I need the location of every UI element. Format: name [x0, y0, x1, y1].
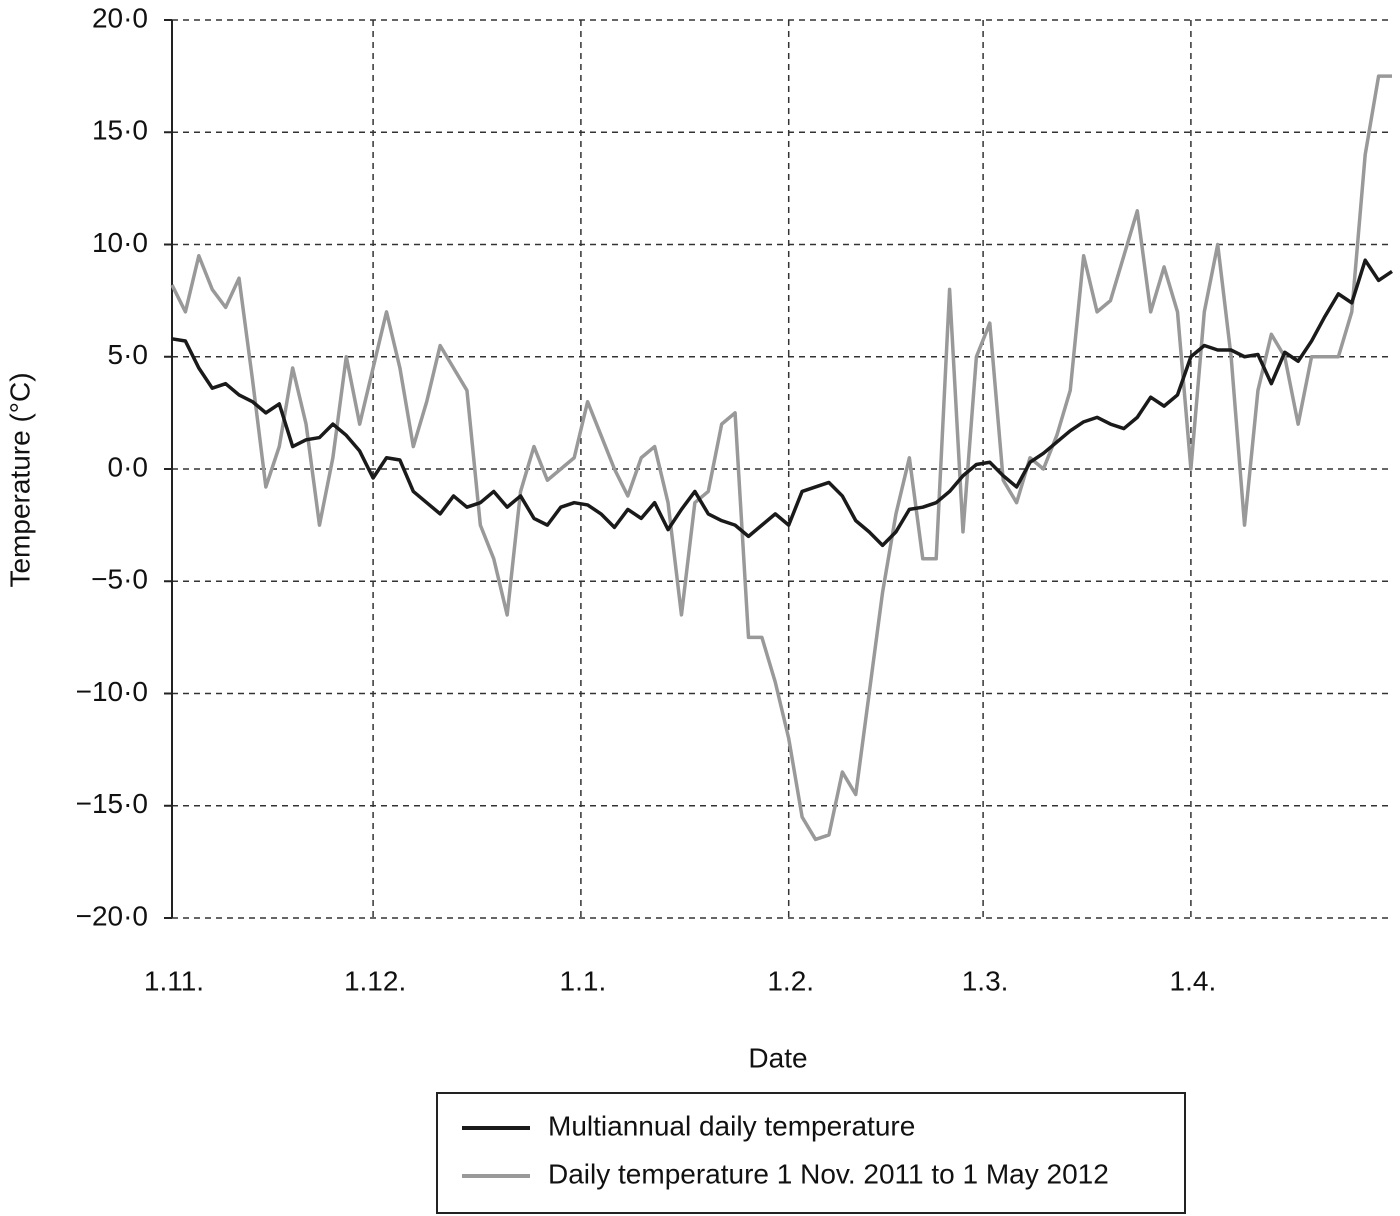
y-axis-label: Temperature (°C)	[4, 372, 35, 587]
x-tick-label: 1.12.	[344, 965, 406, 996]
y-tick-label: 5·0	[108, 339, 148, 370]
y-tick-label: 10·0	[92, 227, 148, 258]
y-tick-label: 15·0	[92, 115, 148, 146]
legend-label: Multiannual daily temperature	[548, 1110, 915, 1141]
y-tick-label: −20·0	[76, 900, 148, 931]
x-tick-label: 1.3.	[962, 965, 1009, 996]
x-tick-label: 1.11.	[144, 965, 204, 996]
x-axis-label: Date	[748, 1042, 807, 1073]
x-tick-label: 1.2.	[767, 965, 814, 996]
series-line	[170, 74, 1392, 842]
legend-label: Daily temperature 1 Nov. 2011 to 1 May 2…	[548, 1158, 1109, 1189]
series-line	[171, 258, 1393, 548]
x-tick-label: 1.1.	[560, 965, 607, 996]
legend-box	[436, 1092, 1186, 1214]
y-tick-label: −10·0	[76, 676, 148, 707]
y-tick-label: 20·0	[92, 2, 148, 33]
y-tick-label: 0·0	[108, 451, 148, 482]
y-tick-label: −15·0	[76, 788, 148, 819]
x-tick-label: 1.4.	[1170, 965, 1217, 996]
y-tick-label: −5·0	[91, 564, 148, 595]
